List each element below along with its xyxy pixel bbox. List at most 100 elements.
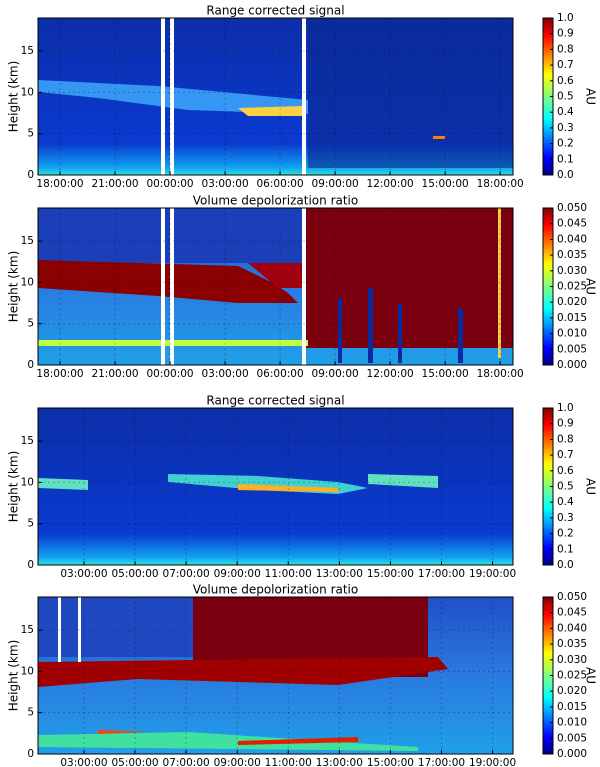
x-tick-label: 07:00:00 bbox=[163, 568, 210, 580]
colorbar-tick-label: 0.030 bbox=[557, 265, 587, 277]
colorbar-tick-label: 0.2 bbox=[557, 528, 574, 540]
y-tick-label: 15 bbox=[21, 45, 34, 57]
colorbar-tick-label: 0.7 bbox=[557, 59, 574, 71]
colorbar-label: AU bbox=[584, 278, 598, 295]
colorbar-tick-label: 0.000 bbox=[557, 748, 587, 760]
plot-frame bbox=[37, 207, 514, 366]
x-tick-label: 21:00:00 bbox=[91, 178, 138, 190]
plot-frame bbox=[37, 17, 514, 176]
colorbar-tick-label: 0.035 bbox=[557, 249, 587, 261]
colorbar-tick-label: 0.4 bbox=[557, 496, 574, 508]
colorbar-tick-label: 0.1 bbox=[557, 543, 574, 555]
panel-title: Range corrected signal bbox=[206, 4, 344, 18]
x-tick-label: 12:00:00 bbox=[367, 368, 414, 380]
panel-title: Range corrected signal bbox=[206, 394, 344, 408]
y-tick-label: 0 bbox=[27, 169, 34, 181]
colorbar-tick-label: 0.5 bbox=[557, 91, 574, 103]
x-tick-label: 17:00:00 bbox=[418, 568, 465, 580]
x-tick-label: 09:00:00 bbox=[214, 568, 261, 580]
x-tick-label: 18:00:00 bbox=[36, 178, 83, 190]
x-tick-label: 05:00:00 bbox=[111, 757, 158, 767]
colorbar-label: AU bbox=[584, 478, 598, 495]
colorbar-tick-label: 0.010 bbox=[557, 328, 587, 340]
y-tick-label: 0 bbox=[27, 559, 34, 571]
colorbar-tick-label: 0.9 bbox=[557, 418, 574, 430]
x-tick-label: 15:00:00 bbox=[422, 368, 469, 380]
colorbar-tick-label: 0.025 bbox=[557, 281, 587, 293]
x-tick-label: 05:00:00 bbox=[111, 568, 158, 580]
y-tick-label: 15 bbox=[21, 235, 34, 247]
x-tick-label: 00:00:00 bbox=[146, 368, 193, 380]
x-tick-label: 03:00:00 bbox=[201, 368, 248, 380]
x-tick-label: 19:00:00 bbox=[469, 568, 516, 580]
y-axis-label: Height (km) bbox=[7, 251, 21, 322]
colorbar-tick-label: 0.000 bbox=[557, 359, 587, 371]
colorbar-tick-label: 0.3 bbox=[557, 122, 574, 134]
y-axis-label: Height (km) bbox=[7, 61, 21, 132]
x-tick-label: 15:00:00 bbox=[422, 178, 469, 190]
colorbar-tick-label: 0.035 bbox=[557, 638, 587, 650]
colorbar-tick-label: 1.0 bbox=[557, 402, 574, 414]
colorbar-tick-label: 0.4 bbox=[557, 106, 574, 118]
colorbar-label: AU bbox=[584, 667, 598, 684]
colorbar-tick-label: 0.015 bbox=[557, 312, 587, 324]
y-tick-label: 0 bbox=[27, 359, 34, 371]
colorbar-tick-label: 0.020 bbox=[557, 685, 587, 697]
colorbar-tick-label: 0.045 bbox=[557, 218, 587, 230]
y-tick-label: 10 bbox=[21, 476, 34, 488]
y-tick-label: 15 bbox=[21, 624, 34, 636]
panel-title: Volume depolorization ratio bbox=[193, 194, 358, 208]
x-tick-label: 13:00:00 bbox=[316, 757, 363, 767]
plot-frame bbox=[37, 596, 514, 755]
colorbar-tick-label: 0.8 bbox=[557, 433, 574, 445]
y-tick-label: 5 bbox=[27, 518, 34, 530]
x-tick-label: 09:00:00 bbox=[312, 178, 359, 190]
x-tick-label: 03:00:00 bbox=[60, 568, 107, 580]
colorbar-tick-label: 0.030 bbox=[557, 654, 587, 666]
colorbar-tick-label: 0.0 bbox=[557, 559, 574, 571]
heatmap-image bbox=[38, 408, 513, 565]
x-tick-label: 06:00:00 bbox=[256, 368, 303, 380]
heatmap-image bbox=[38, 208, 513, 365]
x-tick-label: 15:00:00 bbox=[367, 757, 414, 767]
colorbar-tick-label: 0.005 bbox=[557, 343, 587, 355]
colorbar-tick-label: 0.020 bbox=[557, 296, 587, 308]
colorbar-tick-label: 1.0 bbox=[557, 12, 574, 24]
panel-title: Volume depolorization ratio bbox=[193, 583, 358, 597]
x-tick-label: 07:00:00 bbox=[163, 757, 210, 767]
plot-frame bbox=[37, 407, 514, 566]
colorbar-tick-label: 0.050 bbox=[557, 202, 587, 214]
x-tick-label: 09:00:00 bbox=[312, 368, 359, 380]
x-tick-label: 11:00:00 bbox=[265, 568, 312, 580]
colorbar-tick-label: 0.050 bbox=[557, 591, 587, 603]
colorbar-tick-label: 0.025 bbox=[557, 670, 587, 682]
x-tick-label: 03:00:00 bbox=[201, 178, 248, 190]
heatmap-image bbox=[38, 597, 513, 754]
colorbar-tick-label: 0.6 bbox=[557, 75, 574, 87]
colorbar-tick-label: 0.015 bbox=[557, 701, 587, 713]
colorbar-tick-label: 0.0 bbox=[557, 169, 574, 181]
colorbar-tick-label: 0.1 bbox=[557, 153, 574, 165]
x-tick-label: 18:00:00 bbox=[477, 368, 524, 380]
colorbar-tick-label: 0.005 bbox=[557, 732, 587, 744]
colorbar-tick-label: 0.045 bbox=[557, 607, 587, 619]
y-tick-label: 5 bbox=[27, 318, 34, 330]
y-tick-label: 10 bbox=[21, 665, 34, 677]
x-tick-label: 00:00:00 bbox=[146, 178, 193, 190]
colorbar-tick-label: 0.040 bbox=[557, 233, 587, 245]
x-tick-label: 19:00:00 bbox=[469, 757, 516, 767]
y-tick-label: 10 bbox=[21, 276, 34, 288]
y-axis-label: Height (km) bbox=[7, 640, 21, 711]
x-tick-label: 21:00:00 bbox=[91, 368, 138, 380]
colorbar-label: AU bbox=[584, 88, 598, 105]
x-tick-label: 13:00:00 bbox=[316, 568, 363, 580]
y-tick-label: 0 bbox=[27, 748, 34, 760]
y-tick-label: 10 bbox=[21, 86, 34, 98]
x-tick-label: 11:00:00 bbox=[265, 757, 312, 767]
x-tick-label: 12:00:00 bbox=[367, 178, 414, 190]
y-tick-label: 5 bbox=[27, 707, 34, 719]
colorbar-tick-label: 0.2 bbox=[557, 138, 574, 150]
colorbar-tick-label: 0.6 bbox=[557, 465, 574, 477]
y-tick-label: 15 bbox=[21, 435, 34, 447]
